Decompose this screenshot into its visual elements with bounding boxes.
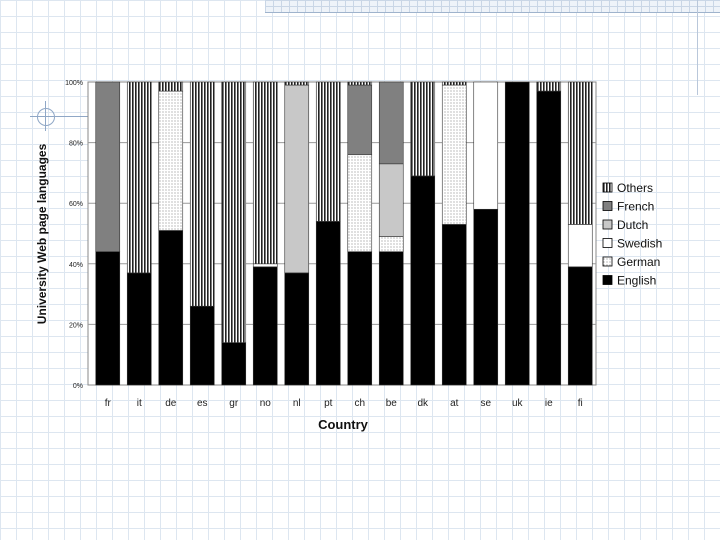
x-tick-label: at (450, 398, 459, 409)
x-tick-label: dk (417, 398, 429, 409)
bar-segment-swedish (473, 81, 499, 210)
bar-segment-english (95, 251, 121, 386)
x-tick-label: uk (512, 398, 524, 409)
slide-decor-circle (37, 108, 55, 126)
legend-swatch-swedish (602, 238, 613, 248)
bar-segment-english (347, 251, 373, 386)
bar-segment-others (347, 81, 373, 86)
bar-segment-others (536, 81, 562, 92)
bar-segment-others (441, 81, 467, 86)
y-axis-title: University Web page languages (35, 143, 49, 324)
x-tick-label: nl (293, 398, 301, 409)
slide-header-band (265, 0, 720, 13)
bar-segment-german (347, 154, 373, 252)
bar-segment-french (347, 84, 373, 156)
bar-segment-english (252, 266, 278, 386)
bar-segment-french (95, 81, 121, 252)
slide-decor-line (45, 101, 46, 131)
bar-segment-others (315, 81, 341, 222)
legend-swatch-german (602, 256, 613, 267)
slide-decor-line (697, 0, 698, 95)
bar-segment-english (441, 224, 467, 386)
legend-label: German (617, 255, 660, 269)
bar-segment-english (567, 266, 593, 386)
bar-segment-german (378, 236, 404, 252)
y-tick-label: 0% (73, 383, 83, 390)
bar-segment-others (221, 81, 247, 343)
bar-segment-others (284, 81, 310, 86)
legend-label: French (617, 200, 654, 214)
x-tick-label: gr (229, 398, 239, 409)
y-tick-label: 40% (69, 262, 83, 269)
legend-label: Others (617, 181, 653, 195)
bar-segment-others (126, 81, 152, 274)
legend-label: English (617, 274, 656, 288)
legend-swatch-english (602, 275, 613, 285)
bar-segment-english (284, 272, 310, 386)
x-tick-label: se (480, 398, 491, 409)
legend-label: Swedish (617, 237, 662, 251)
x-tick-label: be (386, 398, 398, 409)
x-tick-label: ch (354, 398, 365, 409)
bar-segment-others (189, 81, 215, 307)
x-tick-label: de (165, 398, 177, 409)
x-tick-label: fi (578, 398, 583, 409)
bar-segment-english (315, 221, 341, 386)
y-tick-label: 100% (65, 80, 83, 87)
bar-segment-english (378, 251, 404, 386)
x-tick-label: no (260, 398, 272, 409)
bar-segment-german (158, 90, 184, 231)
legend-swatch-others (602, 182, 613, 193)
bar-segment-english (126, 272, 152, 386)
y-tick-label: 60% (69, 201, 83, 208)
bar-segment-swedish (567, 224, 593, 268)
x-tick-label: fr (105, 398, 112, 409)
bar-segment-german (441, 84, 467, 225)
y-tick-label: 20% (69, 322, 83, 329)
x-tick-label: ie (545, 398, 553, 409)
bar-segment-english (504, 81, 530, 386)
bar-segment-english (158, 230, 184, 386)
bar-segment-english (536, 90, 562, 386)
bar-segment-others (158, 81, 184, 92)
x-tick-label: es (197, 398, 208, 409)
bar-segment-english (473, 208, 499, 386)
bar-segment-english (221, 342, 247, 386)
x-tick-label: it (137, 398, 142, 409)
y-tick-label: 80% (69, 141, 83, 148)
bar-segment-french (378, 81, 404, 165)
x-axis-title: Country (318, 417, 369, 432)
bar-segment-others (567, 81, 593, 225)
bar-segment-dutch (378, 163, 404, 237)
legend-swatch-dutch (602, 219, 613, 230)
bar-segment-dutch (284, 84, 310, 274)
legend-label: Dutch (617, 218, 648, 232)
bar-segment-english (410, 175, 436, 386)
slide-decor-line (30, 116, 92, 117)
bar-segment-others (252, 81, 278, 265)
bar-segment-english (189, 305, 215, 386)
bar-segment-others (410, 81, 436, 177)
x-tick-label: pt (324, 398, 333, 409)
legend: Others French Dutch Swedish German English (602, 181, 662, 288)
bar-segment-swedish (252, 263, 278, 268)
legend-swatch-french (602, 201, 613, 211)
